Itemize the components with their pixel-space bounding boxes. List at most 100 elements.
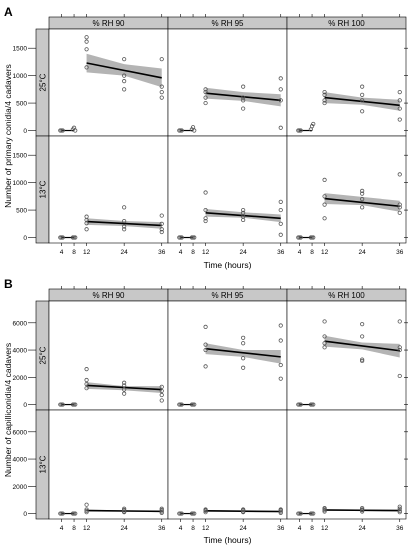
data-point [322, 216, 327, 221]
data-point [84, 35, 89, 40]
data-point [360, 505, 365, 511]
data-point [84, 386, 89, 391]
data-point [311, 511, 316, 516]
data-point [203, 207, 208, 213]
data-point [397, 210, 402, 215]
data-point [159, 506, 164, 511]
x-tick-label: 8 [191, 249, 195, 256]
panel-a: A Number of primary conidia/4 cadavers Tim… [3, 5, 408, 270]
x-tick-label: 12 [83, 249, 91, 256]
x-tick-label: 24 [121, 249, 129, 256]
data-point [278, 323, 283, 328]
data-point [322, 341, 327, 346]
facet-data [58, 205, 164, 240]
data-point [122, 391, 127, 396]
data-point [322, 202, 327, 207]
facet-cell [286, 409, 407, 520]
data-point [278, 87, 283, 92]
data-point [122, 87, 127, 92]
y-axis-label: Number of capilliconidia/4 cadavers [3, 343, 13, 477]
x-tick-label: 24 [121, 525, 129, 532]
data-point [84, 227, 89, 232]
data-point [60, 235, 65, 240]
data-point [311, 121, 316, 127]
data-point [241, 207, 246, 213]
facet-cell [48, 409, 169, 520]
y-tick-label: 500 [16, 101, 27, 108]
x-tick-label: 36 [158, 249, 166, 256]
data-point [203, 95, 208, 100]
data-point [203, 364, 208, 369]
row-strip-label: 13°C [39, 180, 48, 198]
x-tick-label: 12 [202, 525, 210, 532]
x-tick-label: 36 [396, 525, 404, 532]
data-point [278, 376, 283, 381]
data-point [360, 322, 365, 327]
data-point [311, 402, 316, 407]
row-strip-label: 13°C [39, 455, 48, 473]
data-point [278, 338, 283, 343]
x-axis-label: Time (hours) [204, 260, 252, 270]
data-point [122, 506, 127, 511]
fit-line [324, 197, 400, 208]
x-tick-label: 8 [310, 249, 314, 256]
y-tick-label: 0 [23, 511, 27, 518]
data-point [360, 92, 365, 97]
data-point [322, 319, 327, 324]
panel-letter: B [4, 277, 13, 291]
data-point [278, 221, 283, 226]
data-point [159, 84, 164, 89]
data-point [203, 510, 208, 515]
data-point [159, 227, 164, 232]
data-point [73, 128, 78, 133]
data-point [84, 382, 89, 387]
data-point [84, 65, 89, 70]
data-point [360, 334, 365, 339]
data-point [278, 76, 283, 81]
data-point [360, 191, 365, 196]
fit-line [205, 212, 281, 220]
data-point [397, 172, 402, 177]
data-point [311, 235, 316, 240]
y-tick-label: 6000 [13, 320, 28, 327]
y-tick-label: 1000 [13, 73, 28, 80]
data-point [159, 90, 164, 95]
data-point [241, 365, 246, 370]
facet-data [296, 319, 402, 407]
facet-data [58, 502, 164, 516]
data-point [159, 392, 164, 398]
facet-data [58, 35, 164, 133]
data-point [159, 57, 164, 62]
data-point [159, 384, 164, 389]
facet-cell [167, 409, 288, 520]
data-point [192, 128, 197, 133]
data-point [360, 188, 365, 193]
x-tick-label: 4 [60, 525, 64, 532]
data-point [278, 232, 283, 237]
data-point [84, 39, 89, 44]
data-point [203, 342, 208, 347]
row-strip-label: 25°C [39, 73, 48, 91]
data-point [203, 90, 208, 95]
x-tick-label: 36 [158, 525, 166, 532]
data-point [241, 335, 246, 340]
data-point [192, 402, 197, 407]
data-point [397, 205, 402, 210]
x-tick-label: 12 [321, 525, 329, 532]
data-point [397, 373, 402, 379]
y-tick-label: 1000 [13, 180, 28, 187]
data-point [84, 510, 89, 515]
x-tick-label: 12 [321, 249, 329, 256]
y-tick-label: 500 [16, 208, 27, 215]
data-point [360, 507, 365, 512]
facet-cell [286, 135, 407, 244]
data-point [397, 508, 402, 513]
data-point [159, 221, 164, 226]
data-point [73, 402, 78, 407]
column-strip-label: % RH 100 [328, 291, 365, 300]
data-point [322, 505, 327, 511]
data-point [60, 128, 65, 133]
facet-data [296, 172, 402, 240]
data-point [203, 100, 208, 106]
data-point [322, 100, 327, 106]
